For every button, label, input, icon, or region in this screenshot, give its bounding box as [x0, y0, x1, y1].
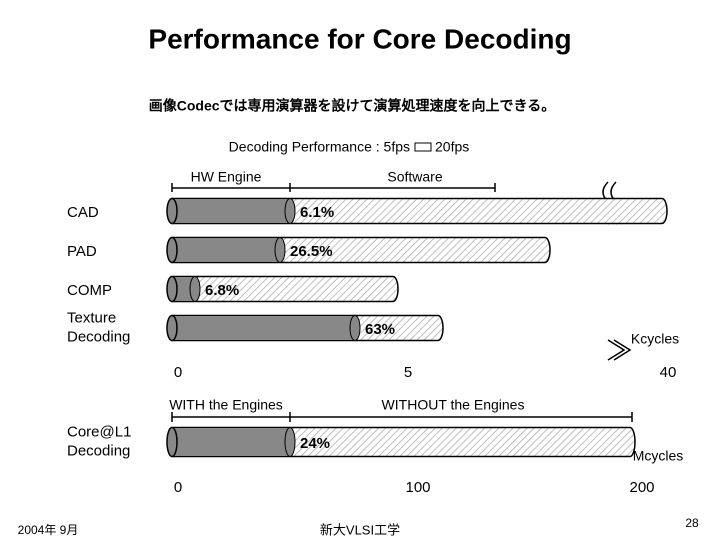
- tick-label: 100: [405, 479, 430, 496]
- tick-label: 5: [404, 364, 412, 381]
- title: Performance for Core Decoding: [148, 23, 571, 54]
- page-number: 28: [685, 516, 699, 530]
- bar-end: [284, 427, 296, 457]
- tick-label: 0: [174, 364, 182, 381]
- sw-label: Software: [387, 169, 442, 185]
- tick-label: 40: [660, 364, 677, 381]
- bar-end: [189, 276, 201, 302]
- tick-label: 0: [174, 479, 182, 496]
- bar-start: [166, 314, 178, 342]
- bar-hw: [171, 427, 291, 457]
- bar-start: [166, 197, 178, 225]
- row-label: Decoding: [67, 442, 130, 459]
- percent-label: 63%: [365, 321, 395, 338]
- percent-label: 26.5%: [290, 243, 333, 260]
- row-label: Core@L1: [67, 423, 131, 440]
- bar-software: [171, 197, 668, 225]
- performance-left: Decoding Performance : 5fps: [229, 139, 410, 155]
- hw-label: HW Engine: [191, 169, 262, 185]
- unit-label: Kcycles: [631, 331, 679, 347]
- bar-hw: [171, 198, 291, 224]
- footer-date: 2004年 9月: [18, 523, 79, 537]
- row-label: Texture: [67, 309, 116, 326]
- without-label: WITHOUT the Engines: [382, 397, 525, 413]
- performance-right: 20fps: [435, 139, 469, 155]
- row-label: CAD: [67, 204, 99, 221]
- percent-label: 6.8%: [205, 282, 239, 299]
- with-label: WITH the Engines: [169, 397, 283, 413]
- bar-start: [166, 236, 178, 264]
- percent-label: 6.1%: [300, 204, 334, 221]
- bar-start: [166, 275, 178, 303]
- row-label: COMP: [67, 282, 112, 299]
- legend-symbol: [414, 142, 432, 152]
- subtitle: 画像Codecでは専用演算器を設けて演算処理速度を向上できる。: [149, 98, 556, 114]
- tick-label: 200: [629, 479, 654, 496]
- percent-label: 24%: [300, 435, 330, 452]
- bar-start: [166, 426, 178, 458]
- row-label: PAD: [67, 243, 97, 260]
- bar-hw: [171, 237, 281, 263]
- unit-label: Mcycles: [633, 448, 684, 464]
- row-label: Decoding: [67, 328, 130, 345]
- bar-end: [284, 198, 296, 224]
- bar-hw: [171, 315, 356, 341]
- bar-software: [171, 275, 399, 303]
- bar-end: [274, 237, 286, 263]
- brackets: [171, 181, 633, 422]
- bar-end: [349, 315, 361, 341]
- footer-org: 新大VLSI工学: [320, 522, 400, 537]
